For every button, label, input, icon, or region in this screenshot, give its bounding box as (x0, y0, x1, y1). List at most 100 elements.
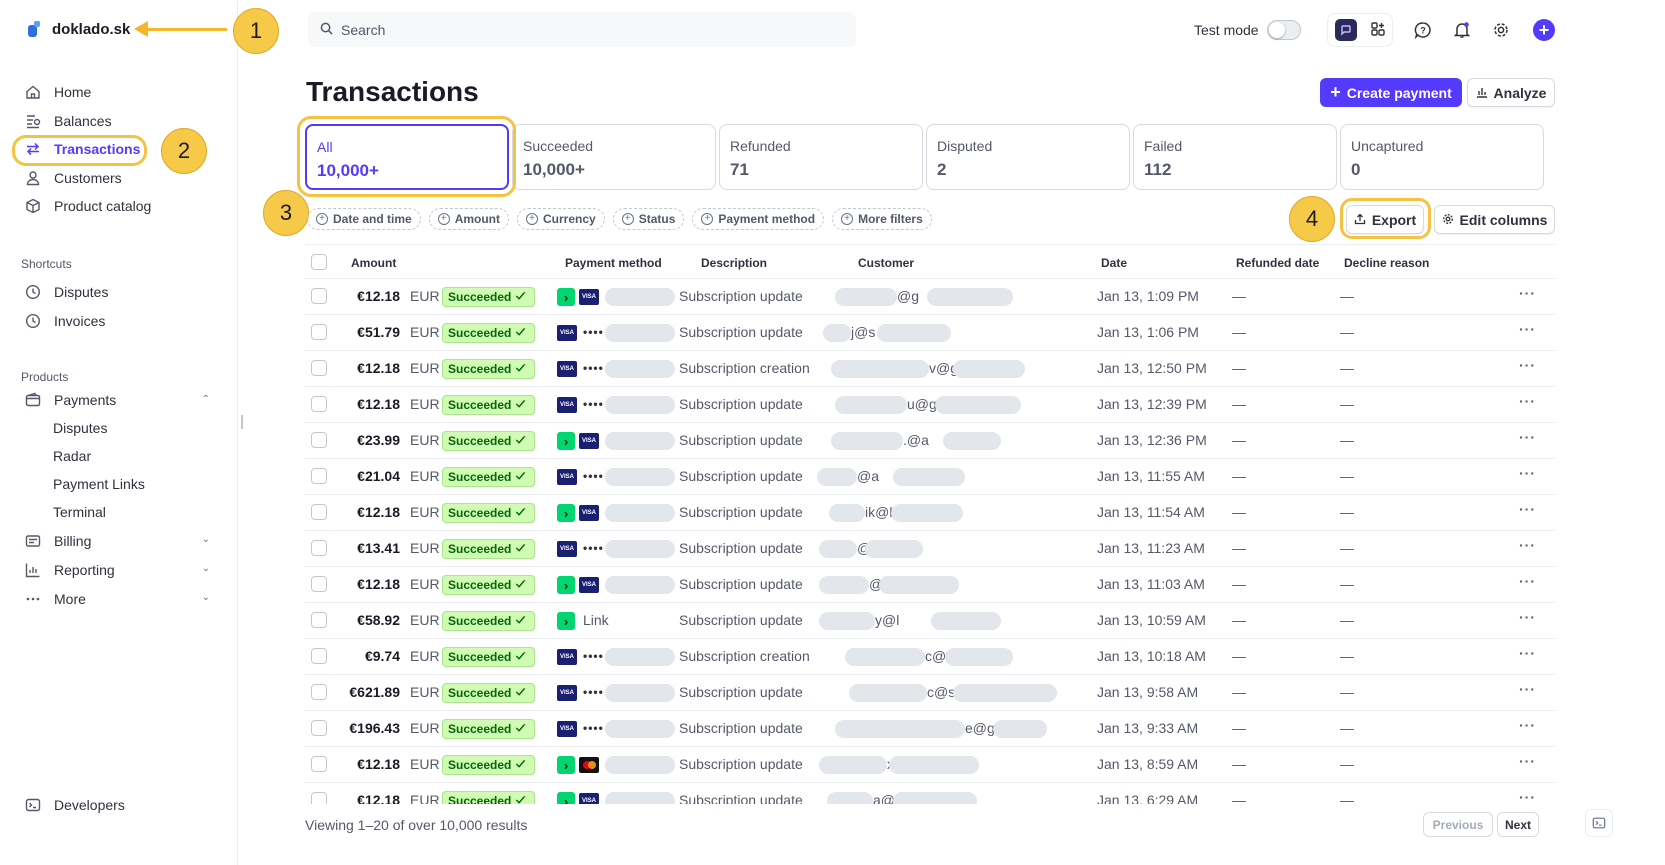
sidebar-resize-handle[interactable] (241, 415, 243, 429)
sidebar-item-payments[interactable]: Payments ⌃ (0, 386, 238, 414)
table-row[interactable]: €21.04 EUR Succeeded VISA •••• Subscription u… (305, 459, 1555, 495)
col-date[interactable]: Date (1101, 256, 1128, 270)
settings-gear-icon[interactable] (1490, 19, 1512, 41)
analyze-button[interactable]: Analyze (1467, 78, 1555, 107)
sidebar-item-customers[interactable]: Customers (0, 164, 238, 193)
filter-more-filters[interactable]: + More filters (832, 208, 932, 230)
col-refunded-date[interactable]: Refunded date (1236, 256, 1320, 270)
col-amount[interactable]: Amount (351, 256, 397, 270)
sidebar-item-transactions[interactable]: Transactions (0, 135, 238, 164)
tile-succeeded[interactable]: Succeeded 10,000+ (512, 124, 716, 190)
filter-payment-method[interactable]: + Payment method (692, 208, 825, 230)
row-checkbox[interactable] (311, 324, 327, 340)
edit-columns-button[interactable]: Edit columns (1434, 205, 1555, 234)
sidebar-item-disputes[interactable]: Disputes (0, 414, 238, 442)
row-actions-icon[interactable]: ··· (1519, 717, 1536, 733)
create-new-plus-icon[interactable]: + (1533, 19, 1555, 41)
row-actions-icon[interactable]: ··· (1519, 573, 1536, 589)
sidebar-item-more[interactable]: More ⌄ (0, 584, 238, 613)
table-row[interactable]: €12.18 EUR Succeeded VISA •••• Subscription c… (305, 351, 1555, 387)
col-payment-method[interactable]: Payment method (565, 256, 662, 270)
tile-refunded[interactable]: Refunded 71 (719, 124, 923, 190)
row-actions-icon[interactable]: ··· (1519, 753, 1536, 769)
row-actions-icon[interactable]: ··· (1519, 285, 1536, 301)
previous-page-button[interactable]: Previous (1423, 812, 1493, 837)
sidebar-item-terminal[interactable]: Terminal (0, 498, 238, 526)
sidebar-item-product-catalog[interactable]: Product catalog (0, 192, 238, 221)
table-row[interactable]: €13.41 EUR Succeeded VISA •••• Subscription u… (305, 531, 1555, 567)
filter-status[interactable]: + Status (612, 208, 685, 230)
search-input[interactable] (341, 21, 821, 38)
help-icon[interactable]: ? (1412, 19, 1434, 41)
table-row[interactable]: €12.18 EUR Succeeded › VISA Subscription upda… (305, 783, 1555, 804)
row-actions-icon[interactable]: ··· (1519, 393, 1536, 409)
filter-amount[interactable]: + Amount (428, 208, 510, 230)
chevron-down-icon[interactable]: ⌄ (201, 592, 210, 603)
col-decline-reason[interactable]: Decline reason (1344, 256, 1430, 270)
tile-disputed[interactable]: Disputed 2 (926, 124, 1130, 190)
row-checkbox[interactable] (311, 648, 327, 664)
row-checkbox[interactable] (311, 468, 327, 484)
table-row[interactable]: €12.18 EUR Succeeded VISA •••• Subscription u… (305, 387, 1555, 423)
row-checkbox[interactable] (311, 360, 327, 376)
row-checkbox[interactable] (311, 756, 327, 772)
test-mode-toggle[interactable] (1266, 20, 1301, 40)
sidebar-item-radar[interactable]: Radar (0, 442, 238, 470)
table-row[interactable]: €9.74 EUR Succeeded VISA •••• Subscription cr… (305, 639, 1555, 675)
table-row[interactable]: €12.18 EUR Succeeded › VISA Subscription upda… (305, 567, 1555, 603)
row-actions-icon[interactable]: ··· (1519, 501, 1536, 517)
row-actions-icon[interactable]: ··· (1519, 357, 1536, 373)
table-row[interactable]: €12.18 EUR Succeeded › VISA Subscription upda… (305, 495, 1555, 531)
apps-grid-icon[interactable] (1370, 21, 1386, 40)
row-checkbox[interactable] (311, 288, 327, 304)
row-actions-icon[interactable]: ··· (1519, 681, 1536, 697)
row-actions-icon[interactable]: ··· (1519, 429, 1536, 445)
table-row[interactable]: €51.79 EUR Succeeded VISA •••• Subscription u… (305, 315, 1555, 351)
row-actions-icon[interactable]: ··· (1519, 537, 1536, 553)
row-actions-icon[interactable]: ··· (1519, 321, 1536, 337)
chevron-down-icon[interactable]: ⌄ (201, 534, 210, 545)
row-checkbox[interactable] (311, 720, 327, 736)
sidebar-item-balances[interactable]: Balances (0, 107, 238, 136)
table-row[interactable]: €621.89 EUR Succeeded VISA •••• Subscription … (305, 675, 1555, 711)
notification-bell-icon[interactable] (1451, 19, 1473, 41)
tile-all[interactable]: All 10,000+ (305, 124, 509, 190)
row-checkbox[interactable] (311, 432, 327, 448)
table-row[interactable]: €12.18 EUR Succeeded › VISA Subscription upda… (305, 279, 1555, 315)
col-description[interactable]: Description (701, 256, 768, 270)
export-button[interactable]: Export (1346, 205, 1424, 234)
sidebar-item-reporting[interactable]: Reporting ⌄ (0, 555, 238, 584)
table-row[interactable]: €58.92 EUR Succeeded › Link Subscription upda… (305, 603, 1555, 639)
sidebar-item-payment-links[interactable]: Payment Links (0, 470, 238, 498)
search-bar[interactable] (308, 12, 856, 47)
filter-currency[interactable]: + Currency (517, 208, 605, 230)
sidebar-item-home[interactable]: Home (0, 78, 238, 107)
row-checkbox[interactable] (311, 576, 327, 592)
brand[interactable]: doklado.sk (24, 20, 130, 38)
next-page-button[interactable]: Next (1497, 812, 1539, 837)
sidebar-item-invoices[interactable]: Invoices (0, 307, 238, 336)
col-customer[interactable]: Customer (858, 256, 915, 270)
row-actions-icon[interactable]: ··· (1519, 465, 1536, 481)
table-row[interactable]: €196.43 EUR Succeeded VISA •••• Subscription … (305, 711, 1555, 747)
row-actions-icon[interactable]: ··· (1519, 789, 1536, 804)
create-payment-button[interactable]: + Create payment (1320, 78, 1462, 107)
row-checkbox[interactable] (311, 792, 327, 804)
table-row[interactable]: €23.99 EUR Succeeded › VISA Subscription upda… (305, 423, 1555, 459)
chevron-down-icon[interactable]: ⌄ (201, 563, 210, 574)
tile-failed[interactable]: Failed 112 (1133, 124, 1337, 190)
filter-date-and-time[interactable]: + Date and time (307, 208, 421, 230)
shell-icon[interactable] (1585, 809, 1613, 837)
row-checkbox[interactable] (311, 684, 327, 700)
sidebar-item-billing[interactable]: Billing ⌄ (0, 526, 238, 555)
sidebar-item-developers[interactable]: Developers (0, 790, 238, 820)
tile-uncaptured[interactable]: Uncaptured 0 (1340, 124, 1544, 190)
row-actions-icon[interactable]: ··· (1519, 609, 1536, 625)
row-checkbox[interactable] (311, 540, 327, 556)
row-checkbox[interactable] (311, 612, 327, 628)
row-checkbox[interactable] (311, 504, 327, 520)
assistant-icon[interactable] (1334, 19, 1357, 41)
select-all-checkbox[interactable] (311, 254, 327, 270)
row-checkbox[interactable] (311, 396, 327, 412)
